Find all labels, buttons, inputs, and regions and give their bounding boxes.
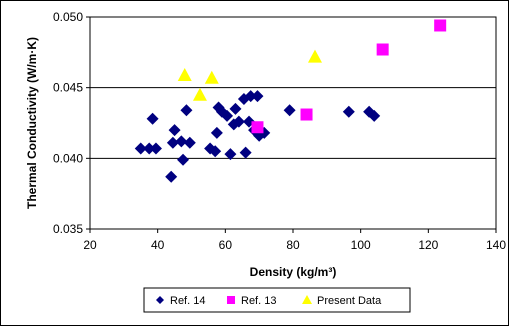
series-present-data	[177, 49, 322, 101]
data-point	[224, 148, 237, 161]
data-point	[239, 146, 252, 159]
y-tick-label: 0.035	[53, 222, 83, 236]
data-point	[300, 108, 313, 121]
data-point	[221, 109, 234, 122]
data-point	[251, 121, 264, 134]
data-point	[134, 142, 147, 155]
x-tick-label: 40	[151, 238, 165, 252]
x-tick-label: 60	[219, 238, 233, 252]
y-axis-title: Thermal Conductivity (W/m·K)	[25, 37, 39, 209]
legend-marker	[302, 295, 312, 304]
series-ref-14	[134, 90, 381, 183]
data-point	[229, 102, 242, 115]
data-point	[307, 49, 322, 63]
legend-box	[143, 287, 411, 313]
data-point	[192, 87, 207, 101]
data-point	[143, 142, 156, 155]
data-point	[244, 90, 257, 103]
x-tick-label: 100	[351, 238, 371, 252]
x-axis-title: Density (kg/m³)	[250, 265, 337, 279]
data-point	[204, 70, 219, 84]
data-point	[368, 109, 381, 122]
series-ref-13	[251, 19, 447, 134]
data-point	[165, 170, 178, 183]
data-point	[232, 115, 245, 128]
legend-marker	[227, 296, 235, 304]
legend-label: Ref. 13	[241, 295, 276, 307]
data-point	[376, 43, 389, 56]
data-point	[210, 126, 223, 139]
x-tick-label: 120	[418, 238, 438, 252]
data-point	[183, 136, 196, 149]
data-point	[166, 136, 179, 149]
axis-ticks: 0.035 0.040 0.045 0.050 20 40 60 80 100 120 140	[53, 10, 506, 252]
x-tick-label: 80	[286, 238, 300, 252]
data-point	[175, 135, 188, 148]
data-point	[149, 142, 162, 155]
data-point	[283, 104, 296, 117]
data-point	[258, 126, 271, 139]
data-point	[168, 124, 181, 137]
data-point	[434, 19, 447, 32]
data-point	[177, 67, 192, 81]
x-tick-label: 20	[83, 238, 97, 252]
data-point	[251, 90, 264, 103]
data-point	[177, 153, 190, 166]
data-points	[134, 19, 447, 183]
legend-label: Present Data	[317, 295, 382, 307]
data-point	[146, 112, 159, 125]
data-point	[209, 145, 222, 158]
y-tick-label: 0.045	[53, 81, 83, 95]
grid-lines	[90, 87, 496, 159]
data-point	[180, 104, 193, 117]
y-tick-label: 0.040	[53, 151, 83, 165]
legend-label: Ref. 14	[170, 295, 205, 307]
x-tick-label: 140	[486, 238, 506, 252]
legend: Ref. 14 Ref. 13 Present Data	[143, 287, 411, 313]
y-tick-label: 0.050	[53, 10, 83, 24]
legend-marker	[156, 296, 164, 304]
data-point	[342, 105, 355, 118]
